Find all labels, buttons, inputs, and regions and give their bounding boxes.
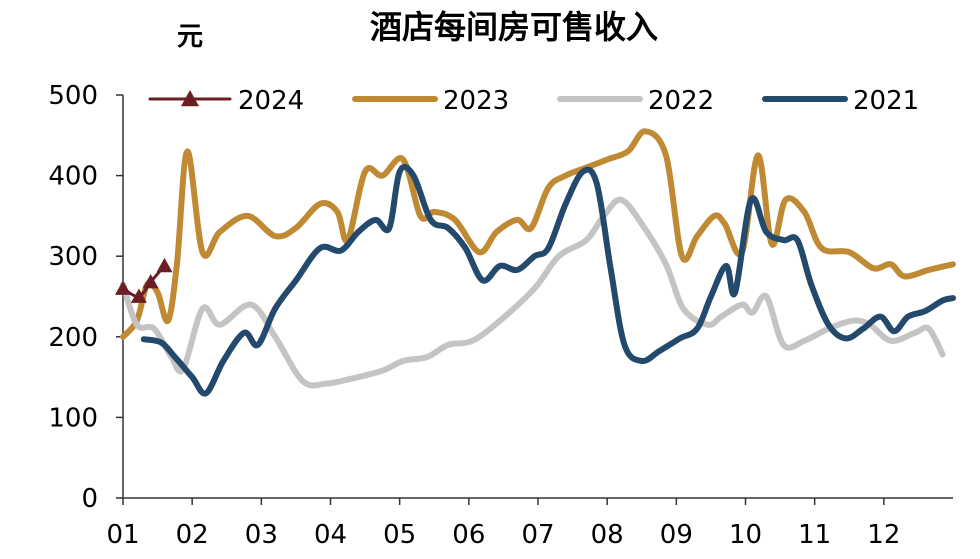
legend-marker-2024 <box>181 90 199 107</box>
x-tick-label: 10 <box>729 520 762 550</box>
y-axis-unit-label: 元 <box>177 22 203 52</box>
legend-item-2024: 2024 <box>148 86 304 116</box>
y-tick-label: 100 <box>48 403 98 433</box>
x-tick-label: 02 <box>176 520 209 550</box>
x-tick-label: 11 <box>798 520 831 550</box>
y-tick-label: 0 <box>81 484 98 514</box>
x-tick-label: 01 <box>106 520 139 550</box>
data-point-marker-2024 <box>115 280 131 295</box>
x-tick-label: 06 <box>452 520 485 550</box>
legend-label-2022: 2022 <box>648 86 714 116</box>
x-tick-label: 07 <box>521 520 554 550</box>
y-tick-label: 200 <box>48 323 98 353</box>
legend-label-2024: 2024 <box>238 86 304 116</box>
x-tick-label: 12 <box>867 520 900 550</box>
x-tick-label: 04 <box>314 520 347 550</box>
x-tick-label: 08 <box>591 520 624 550</box>
legend-label-2023: 2023 <box>443 86 509 116</box>
x-tick-label: 09 <box>660 520 693 550</box>
x-tick-label: 05 <box>383 520 416 550</box>
legend-label-2021: 2021 <box>853 86 919 116</box>
y-tick-label: 300 <box>48 242 98 272</box>
x-tick-label: 03 <box>245 520 278 550</box>
series-2023 <box>120 128 956 340</box>
legend-item-2022: 2022 <box>557 86 714 116</box>
series-2022 <box>120 196 946 389</box>
series-line-2023 <box>120 128 956 340</box>
legend: 2024 2023 2022 2021 <box>148 86 919 116</box>
data-point-marker-2024 <box>142 273 159 289</box>
data-point-marker-2024 <box>156 257 173 273</box>
chart-title: 酒店每间房可售收入 <box>370 8 658 46</box>
legend-item-2021: 2021 <box>762 86 919 116</box>
series-line-2022 <box>120 196 946 389</box>
legend-item-2023: 2023 <box>352 86 509 116</box>
series-line-2021 <box>140 163 956 397</box>
axes: 0 100 200 300 400 500 01 02 03 04 05 06 07 08 09 10 11 12 <box>48 81 953 550</box>
series-2024 <box>115 257 173 303</box>
series-2021 <box>140 163 956 397</box>
data-point-marker-2024 <box>130 288 147 303</box>
y-tick-label: 400 <box>48 162 98 192</box>
series-line-2024 <box>121 264 166 299</box>
y-tick-label: 500 <box>48 81 98 111</box>
series-layer <box>115 128 956 397</box>
